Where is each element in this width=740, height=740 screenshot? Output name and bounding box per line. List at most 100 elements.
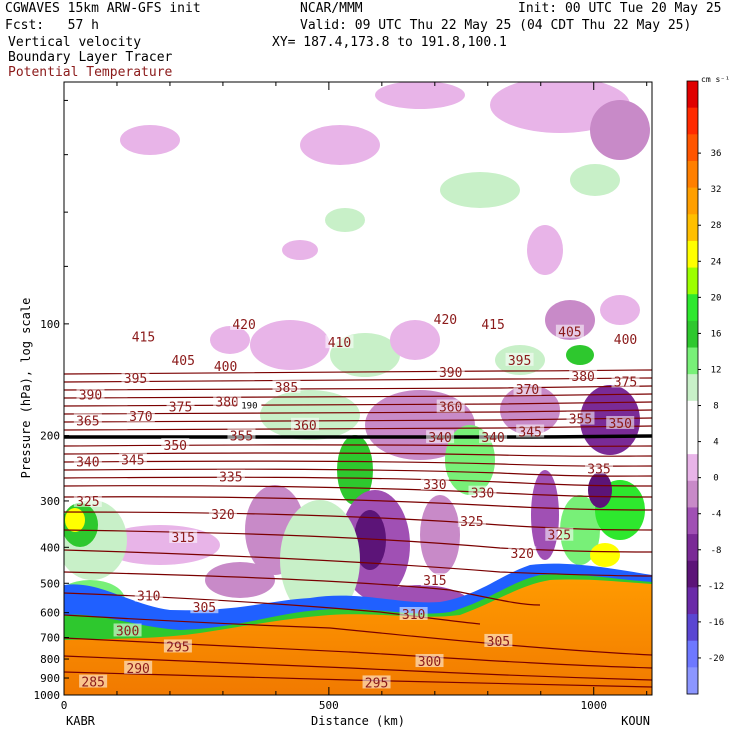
theta-label-bg — [436, 399, 465, 413]
theta-label-bg — [585, 461, 614, 475]
theta-contour — [64, 485, 652, 498]
header-line2-left: Fcst: 57 h — [5, 18, 99, 33]
theta-label-bg — [569, 368, 598, 382]
theta-label-bg — [479, 316, 508, 330]
theta-label: 390 — [79, 389, 102, 404]
colorbar-swatch — [687, 107, 698, 135]
x-axis-label: Distance (km) — [311, 714, 405, 728]
theta-label: 350 — [608, 417, 631, 432]
theta-label-bg — [468, 485, 497, 499]
theta-label: 380 — [571, 370, 594, 385]
colorbar-swatch — [687, 587, 698, 615]
velocity-blob — [440, 172, 520, 208]
velocity-blob — [210, 326, 250, 354]
theta-label-bg — [216, 469, 245, 483]
bl-tracer-contour — [64, 434, 652, 439]
theta-label-bg — [79, 674, 108, 688]
theta-label-bg — [124, 660, 153, 674]
colorbar-swatch — [687, 294, 698, 322]
theta-label: 295 — [365, 676, 388, 691]
theta-label: 330 — [423, 478, 446, 493]
theta-label: 415 — [481, 318, 504, 333]
velocity-field — [64, 82, 650, 635]
theta-label-bg — [479, 430, 508, 444]
theta-label-bg — [73, 454, 102, 468]
velocity-blob — [282, 240, 318, 260]
colorbar-swatch — [687, 240, 698, 269]
theta-label-bg — [190, 600, 219, 614]
theta-contour — [64, 637, 652, 669]
colorbar-tick-label: -12 — [708, 582, 724, 592]
velocity-blob — [354, 510, 386, 570]
theta-label-bg — [362, 675, 391, 689]
theta-label-bg — [126, 408, 155, 422]
theta-label: 310 — [402, 608, 425, 623]
theta-label: 315 — [171, 531, 194, 546]
endpoint-left-label: KABR — [66, 714, 96, 728]
colorbar-tick-label: -4 — [711, 510, 722, 520]
theta-label-bg — [208, 506, 237, 520]
colorbar-swatch — [687, 160, 698, 189]
theta-label: 385 — [275, 381, 298, 396]
y-tick-label: 300 — [40, 495, 60, 508]
theta-label-bg — [436, 365, 465, 379]
velocity-blob — [560, 495, 600, 565]
velocity-blob — [250, 320, 330, 370]
theta-label-bg — [420, 573, 449, 587]
theta-label: 375 — [169, 401, 192, 416]
theta-contour — [64, 549, 652, 577]
theta-label-bg — [121, 371, 150, 385]
theta-label: 305 — [487, 635, 510, 650]
plot-frame — [63, 81, 653, 696]
colorbar-tick-label: 32 — [711, 185, 722, 195]
theta-label-bg — [73, 493, 102, 507]
velocity-blob — [570, 164, 620, 196]
theta-label: 405 — [171, 354, 194, 369]
theta-contour — [64, 571, 541, 606]
theta-label-bg — [457, 514, 486, 528]
colorbar-tick-label: 24 — [711, 257, 722, 267]
theta-label-bg — [113, 623, 142, 637]
colorbar-swatch — [687, 134, 698, 162]
theta-label-bg — [76, 387, 105, 401]
velocity-blob — [325, 208, 365, 232]
theta-label-bg — [611, 332, 640, 346]
theta-label-bg — [611, 374, 640, 388]
theta-label: 355 — [230, 430, 253, 445]
theta-contour — [64, 671, 652, 688]
theta-label-bg — [169, 352, 198, 366]
colorbar-swatch — [687, 534, 698, 562]
y-tick-label: 900 — [40, 672, 60, 685]
colorbar-tick-label: 8 — [713, 402, 718, 412]
theta-label-bg — [73, 413, 102, 427]
colorbar-swatch — [687, 347, 698, 375]
header-line1-left: CGWAVES 15km ARW-GFS init — [5, 1, 201, 16]
y-tick-label: 500 — [40, 577, 60, 590]
velocity-blob — [205, 562, 275, 598]
theta-label-bg — [169, 529, 198, 543]
theta-label: 350 — [164, 439, 187, 454]
endpoint-right-label: KOUN — [621, 714, 650, 728]
colorbar-tick-label: 28 — [711, 221, 722, 231]
theta-label-bg — [555, 324, 584, 338]
terrain — [64, 579, 652, 695]
colorbar-swatch — [687, 667, 698, 695]
theta-label-bg — [508, 546, 537, 560]
velocity-blob — [420, 495, 460, 575]
theta-label-bg — [420, 476, 449, 490]
velocity-blob — [588, 472, 612, 508]
theta-contour — [64, 655, 652, 681]
theta-label: 330 — [471, 487, 494, 502]
theta-label: 410 — [328, 336, 351, 351]
theta-label: 375 — [614, 376, 637, 391]
colorbar-swatch — [687, 320, 698, 349]
theta-label: 320 — [211, 508, 234, 523]
theta-label-bg — [134, 588, 163, 602]
y-tick-label: 800 — [40, 653, 60, 666]
x-tick-label: 1000 — [580, 699, 607, 712]
theta-label: 400 — [614, 333, 637, 348]
colorbar-tick-label: -16 — [708, 618, 724, 628]
theta-label: 295 — [166, 640, 189, 655]
theta-label: 420 — [434, 313, 457, 328]
velocity-blob — [65, 508, 85, 532]
